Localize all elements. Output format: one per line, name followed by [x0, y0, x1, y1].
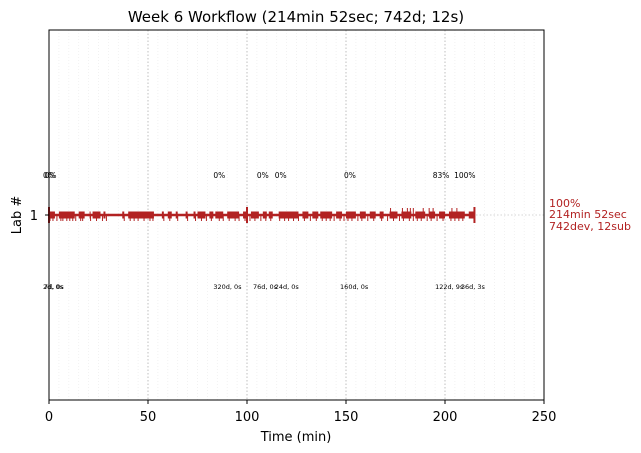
activity-segment	[128, 211, 154, 219]
series-layer	[48, 207, 476, 223]
end-label-duration: 214min 52sec	[549, 208, 627, 221]
y-tick-label: 1	[30, 209, 38, 224]
grid-layer	[49, 30, 544, 400]
x-tick-label: 200	[433, 410, 458, 425]
percent-label: 100%	[454, 171, 475, 180]
activity-segment	[262, 211, 267, 219]
milestone-label: 2d, 0s	[43, 283, 64, 291]
milestone-label: 24d, 0s	[275, 283, 300, 291]
activity-segment	[302, 211, 309, 219]
percent-label: 0%	[213, 171, 225, 180]
activity-segment	[49, 211, 55, 219]
activity-segment	[439, 211, 445, 219]
activity-segment	[185, 211, 188, 219]
x-tick-label: 150	[334, 410, 359, 425]
activity-segment	[429, 211, 436, 219]
y-axis-label: Lab #	[10, 196, 25, 235]
x-tick-label: 0	[45, 410, 53, 425]
activity-segment	[193, 211, 196, 219]
x-tick-label: 250	[532, 410, 557, 425]
activity-segment	[369, 211, 376, 219]
milestone-label: 320d, 0s	[213, 283, 242, 291]
percent-label: 0%	[45, 171, 57, 180]
x-axis-ticks: 0 50 100 150 200 250	[45, 400, 557, 425]
milestone-label: 160d, 0s	[340, 283, 369, 291]
activity-segment	[78, 211, 85, 219]
x-axis-label: Time (min)	[260, 430, 332, 445]
activity-segment	[359, 211, 366, 219]
activity-segment	[346, 211, 356, 219]
activity-segment	[401, 211, 412, 219]
end-label-percent: 100%	[549, 197, 580, 210]
activity-segment	[161, 211, 164, 219]
activity-segment	[227, 211, 240, 219]
percent-label: 0%	[257, 171, 269, 180]
activity-segment	[103, 211, 106, 219]
activity-segment	[415, 211, 426, 219]
percent-label: 0%	[344, 171, 356, 180]
x-tick-label: 100	[235, 410, 260, 425]
activity-segment	[312, 211, 319, 219]
activity-segment	[468, 211, 475, 219]
percent-label: 0%	[275, 171, 287, 180]
percent-label: 83%	[433, 171, 450, 180]
milestone-label: 7d, 0s	[44, 283, 65, 291]
x-tick-label: 50	[140, 410, 157, 425]
chart-title: Week 6 Workflow (214min 52sec; 742d; 12s…	[128, 8, 464, 26]
activity-segment	[336, 211, 343, 219]
activity-segment	[122, 211, 125, 219]
milestone-label: 76d, 0s	[253, 283, 278, 291]
milestone-label: 122d, 9s	[435, 283, 464, 291]
milestone-label: 36d, 3s	[461, 283, 486, 291]
end-label-counts: 742dev, 12sub	[549, 220, 631, 233]
activity-segment	[175, 211, 178, 219]
